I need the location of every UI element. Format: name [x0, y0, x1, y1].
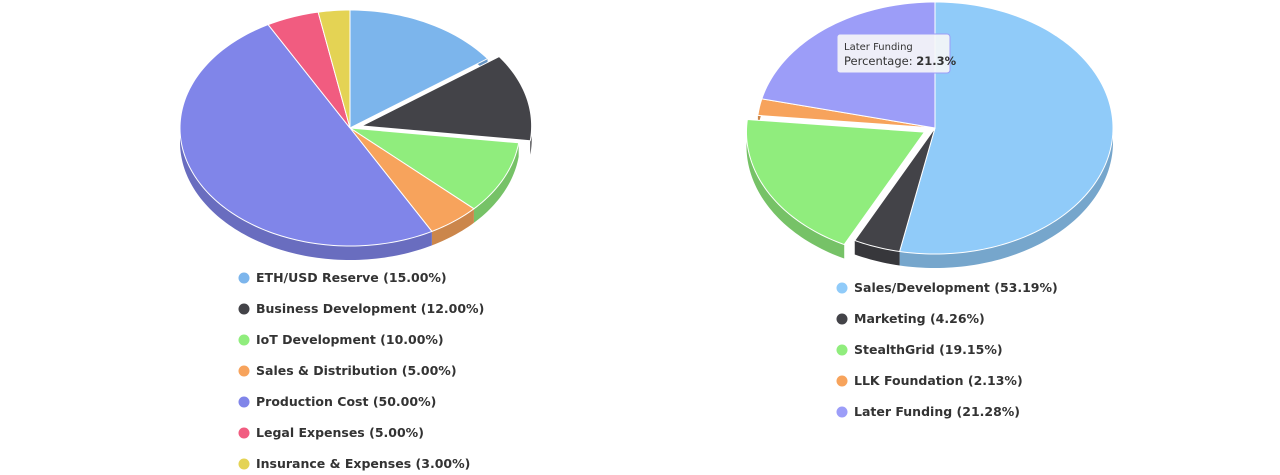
slice: [745, 118, 926, 246]
slice: [179, 23, 433, 247]
tooltip-title: Later Funding: [844, 42, 913, 53]
tooltip-box: [836, 33, 951, 74]
legend-name: Sales/Development: [854, 280, 990, 295]
slice: [317, 9, 351, 129]
slice: [349, 127, 475, 233]
legend-item: Sales & Distribution (5.00%): [256, 363, 457, 378]
legend-value: (50.00%): [373, 394, 437, 409]
legend-name: Legal Expenses: [256, 425, 365, 440]
legend-value: (15.00%): [383, 270, 447, 285]
legend-item: Sales/Development (53.19%): [854, 280, 1058, 295]
legend-name: IoT Development: [256, 332, 376, 347]
legend-value: (4.26%): [930, 311, 985, 326]
legend-value: (12.00%): [421, 301, 485, 316]
legend-name: LLK Foundation: [854, 373, 964, 388]
legend-symbol: [238, 334, 250, 346]
legend-symbol: [238, 365, 250, 377]
legend-symbol: [238, 272, 250, 284]
legend-name: Production Cost: [256, 394, 368, 409]
legend-symbol: [836, 406, 848, 418]
legend-value: (19.15%): [939, 342, 1003, 357]
legend-item: LLK Foundation (2.13%): [854, 373, 1023, 388]
legend-name: ETH/USD Reserve: [256, 270, 379, 285]
legend-value: (5.00%): [402, 363, 457, 378]
legend-name: Sales & Distribution: [256, 363, 397, 378]
legend-name: Business Development: [256, 301, 416, 316]
legend-symbol: [238, 458, 250, 470]
legend-name: StealthGrid: [854, 342, 935, 357]
slice-side: [431, 208, 474, 246]
slice: [853, 127, 936, 253]
legend-symbol: [836, 375, 848, 387]
legend-item: IoT Development (10.00%): [256, 332, 444, 347]
slice: [267, 11, 351, 129]
legend-symbol: [836, 282, 848, 294]
legend-item: StealthGrid (19.15%): [854, 342, 1003, 357]
legend-symbol: [238, 396, 250, 408]
slice: [898, 1, 1114, 255]
legend-item: Legal Expenses (5.00%): [256, 425, 424, 440]
slice-side: [746, 119, 845, 259]
legend-value: (21.28%): [957, 404, 1021, 419]
legend-symbol: [238, 427, 250, 439]
tooltip-text: Percentage: 21.3%: [844, 54, 957, 68]
legend-symbol: [238, 303, 250, 315]
legend-item: ETH/USD Reserve (15.00%): [256, 270, 447, 285]
legend: ETH/USD Reserve (15.00%) Business Develop…: [238, 270, 484, 471]
legend: Sales/Development (53.19%) Marketing (4.2…: [836, 280, 1058, 419]
legend-item: Later Funding (21.28%): [854, 404, 1020, 419]
slice: [349, 9, 489, 129]
legend-value: (53.19%): [994, 280, 1058, 295]
legend-value: (10.00%): [380, 332, 444, 347]
legend-value: (3.00%): [416, 456, 471, 471]
legend-value: (5.00%): [369, 425, 424, 440]
legend-name: Later Funding: [854, 404, 952, 419]
legend-value: (2.13%): [968, 373, 1023, 388]
legend-symbol: [836, 313, 848, 325]
legend-item: Marketing (4.26%): [854, 311, 985, 326]
legend-item: Production Cost (50.00%): [256, 394, 436, 409]
slice-side: [473, 142, 519, 223]
slice: [359, 55, 533, 142]
legend-name: Marketing: [854, 311, 926, 326]
legend-item: Insurance & Expenses (3.00%): [256, 456, 470, 471]
legend-name: Insurance & Expenses: [256, 456, 411, 471]
slice: [349, 127, 520, 210]
legend-symbol: [836, 344, 848, 356]
slice-side: [854, 240, 900, 266]
tooltip-label: Percentage:: [844, 54, 913, 68]
tooltip-value: 21.3%: [916, 54, 956, 68]
legend-item: Business Development (12.00%): [256, 301, 484, 316]
